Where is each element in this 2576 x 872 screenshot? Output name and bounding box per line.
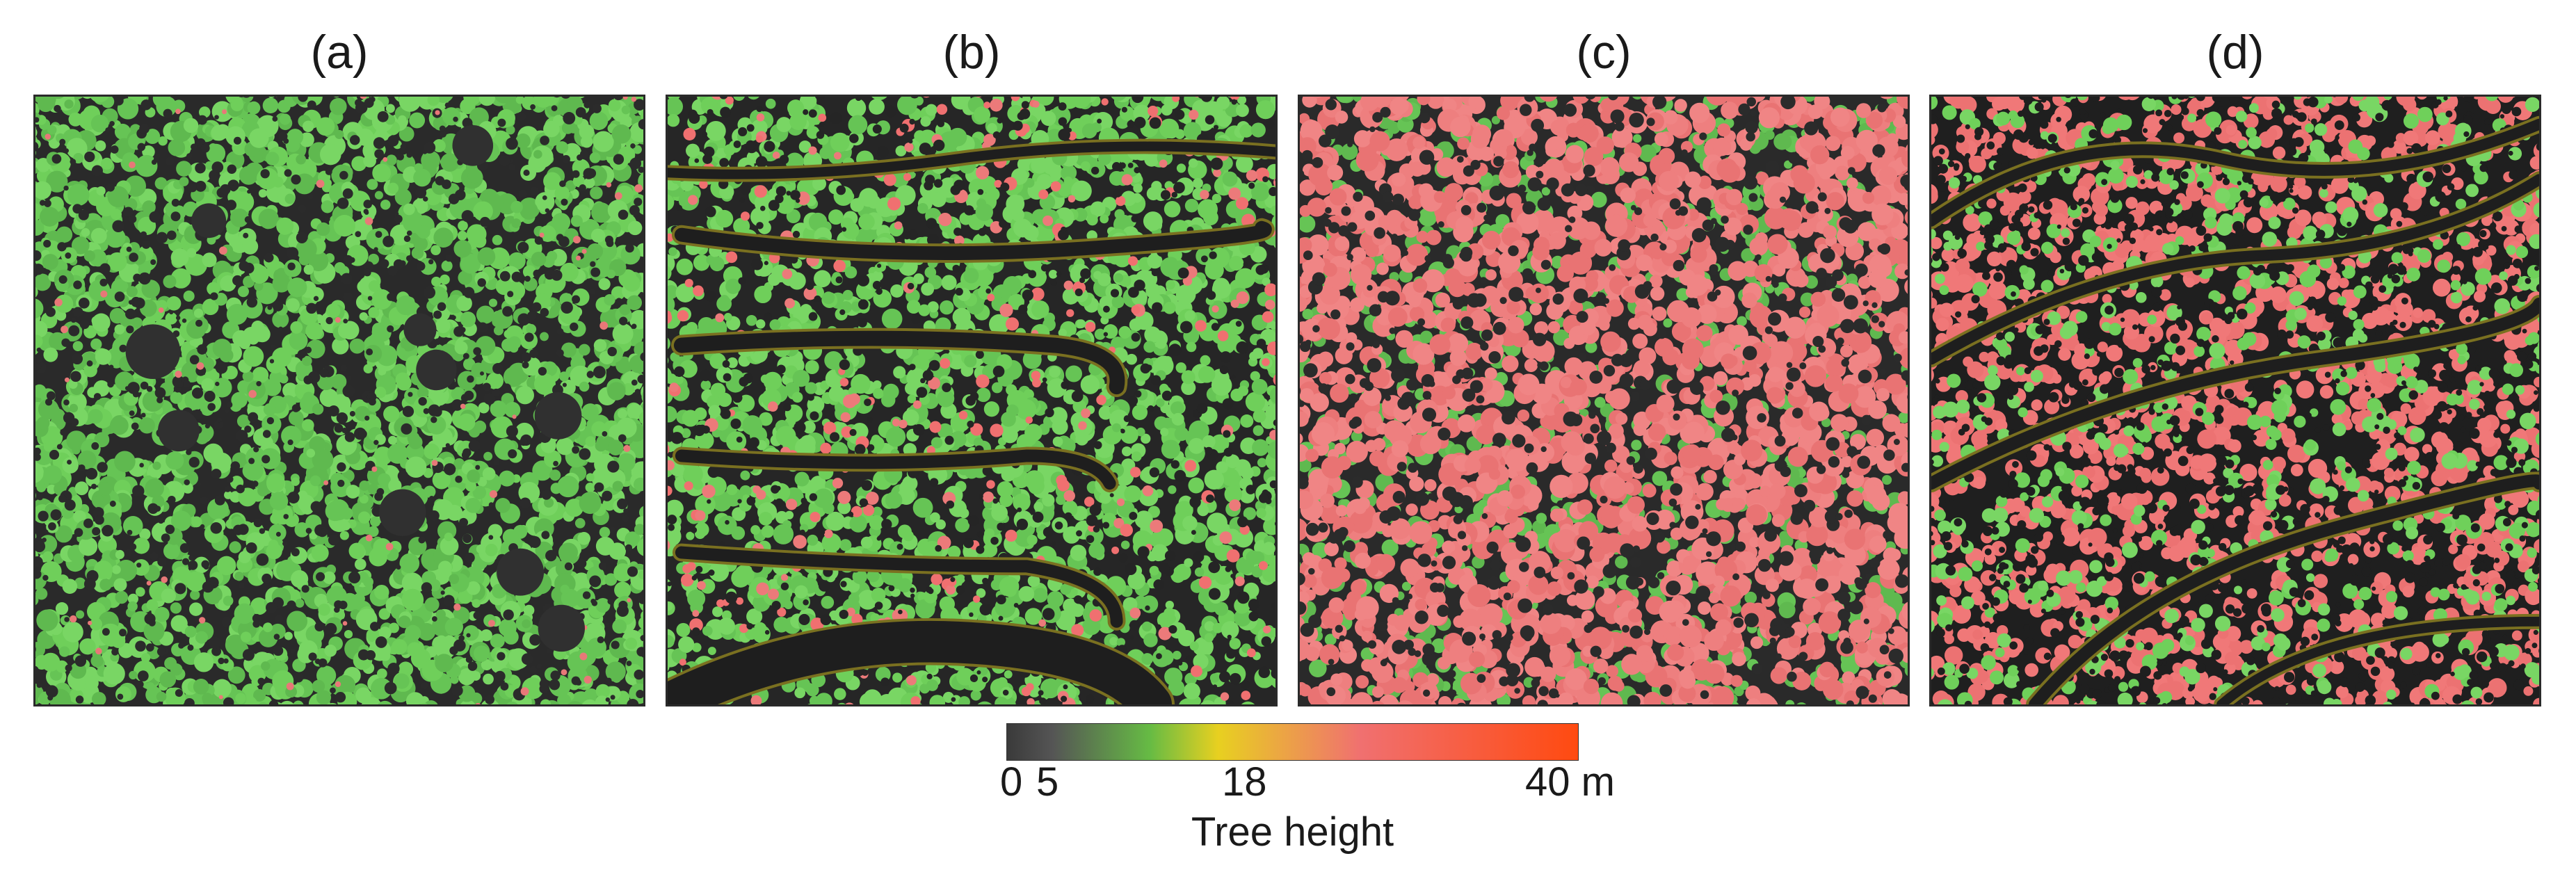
panel-b-canopy-map bbox=[668, 97, 1275, 704]
panel-c-label: (c) bbox=[1576, 26, 1632, 79]
panel-a-label: (a) bbox=[310, 26, 369, 79]
panel-a-image bbox=[33, 95, 645, 707]
colorbar-tick-0: 0 bbox=[1000, 759, 1023, 805]
colorbar-tick-5: 5 bbox=[1036, 759, 1059, 805]
panel-d-label: (d) bbox=[2206, 26, 2264, 79]
panel-b-image bbox=[666, 95, 1278, 707]
panel-d-canopy-map bbox=[1931, 97, 2539, 704]
panel-c-image bbox=[1298, 95, 1910, 707]
colorbar-tick-40: 40 m bbox=[1525, 759, 1615, 805]
colorbar-title: Tree height bbox=[1191, 809, 1394, 855]
tree-height-colorbar bbox=[1006, 723, 1579, 761]
panel-a-canopy-map bbox=[35, 97, 643, 704]
panel-c-canopy-map bbox=[1300, 97, 1908, 704]
panel-b-label: (b) bbox=[942, 26, 1001, 79]
panel-d-image bbox=[1929, 95, 2541, 707]
colorbar-tick-18: 18 bbox=[1222, 759, 1267, 805]
